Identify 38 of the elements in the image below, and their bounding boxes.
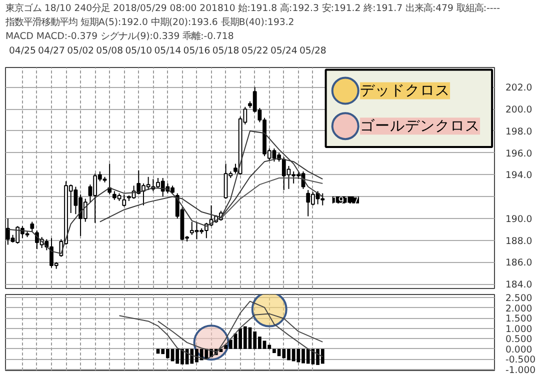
legend-label: ゴールデンクロス <box>360 118 480 135</box>
y-tick-label: 194.0 <box>506 170 532 182</box>
chart-title: 東京ゴム 18/10 240分足 2018/05/29 08:00 201810 始:191.8 高:192.3 安:191.2 終:191.7 出来高:479 取組高:---- <box>6 3 500 14</box>
x-tick-label: 04/25 <box>9 46 36 56</box>
x-tick-label: 05/14 <box>154 46 182 56</box>
y-tick-label: 198.0 <box>506 126 532 138</box>
x-tick-label: 05/22 <box>241 46 268 56</box>
x-tick-label: 05/24 <box>270 46 298 56</box>
line-series <box>118 300 324 360</box>
y-tick-label: 202.0 <box>506 82 532 94</box>
annotation: 191.7 <box>332 195 360 206</box>
x-tick-label: 04/27 <box>38 46 65 56</box>
y-tick-label: 200.0 <box>506 104 532 116</box>
legend-label: デッドクロス <box>360 82 450 100</box>
y-tick-label: 1.500 <box>506 314 532 325</box>
y-tick-label: 2.500 <box>506 293 532 304</box>
y-tick-label: 190.0 <box>506 214 532 225</box>
y-tick-label: 196.0 <box>506 148 532 160</box>
line-series <box>220 178 324 219</box>
y-tick-label: -0.500 <box>506 354 536 366</box>
x-tick-label: 05/28 <box>300 46 326 56</box>
y-tick-label: 188.0 <box>506 236 532 247</box>
x-tick-label: 05/18 <box>212 46 240 56</box>
y-tick-label: 2.000 <box>506 303 532 314</box>
candlestick <box>122 194 126 207</box>
x-tick-label: 05/10 <box>125 46 152 56</box>
y-tick-label: -1.000 <box>506 364 536 376</box>
y-tick-label: 0.000 <box>506 344 532 356</box>
y-tick-label: 186.0 <box>506 258 532 269</box>
x-tick-label: 05/02 <box>67 46 94 56</box>
x-tick-label: 05/08 <box>96 46 124 56</box>
y-tick-label: 1.000 <box>506 324 532 335</box>
x-tick-label: 05/16 <box>183 46 210 56</box>
chart-subtitle: 指数平滑移動平均 短期A(5):192.0 中期(20):193.6 長期B(40):193.2 <box>4 17 294 28</box>
candlestick <box>30 221 34 232</box>
y-tick-label: 0.500 <box>506 334 532 346</box>
y-tick-label: 184.0 <box>506 280 532 291</box>
text: MACD MACD:-0.379 シグナル(9):0.339 乖離:-0.718 <box>6 31 234 42</box>
